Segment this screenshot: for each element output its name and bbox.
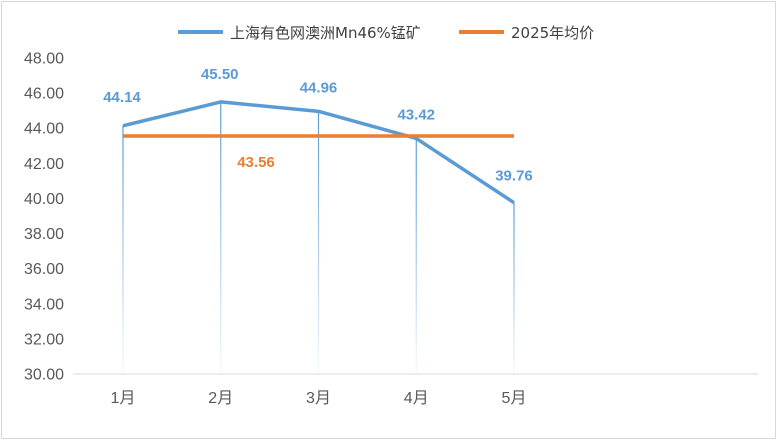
x-tick-label: 3月 <box>306 390 331 407</box>
drop-line <box>513 202 515 374</box>
data-label-average: 43.56 <box>237 154 275 171</box>
data-label-manganese: 44.96 <box>300 79 338 96</box>
x-tick-label: 1月 <box>111 390 136 407</box>
series-group <box>122 100 515 205</box>
data-label-manganese: 39.76 <box>495 168 533 185</box>
y-tick-label: 36.00 <box>24 261 64 278</box>
data-labels: 44.14 45.50 44.96 43.42 39.76 43.56 <box>103 66 533 185</box>
x-tick-label: 2月 <box>208 390 233 407</box>
legend-label-manganese: 上海有色网澳洲Mn46%锰矿 <box>230 24 421 42</box>
drop-lines <box>122 101 515 375</box>
data-label-manganese: 45.50 <box>201 66 239 83</box>
drop-line <box>122 125 124 375</box>
x-tick-label: 5月 <box>502 390 527 407</box>
x-axis: 1月 2月 3月 4月 5月 <box>73 373 758 407</box>
y-tick-label: 42.00 <box>24 156 64 173</box>
y-tick-label: 34.00 <box>24 296 64 313</box>
y-tick-label: 38.00 <box>24 226 64 243</box>
y-tick-label: 30.00 <box>24 367 64 384</box>
legend-label-average: 2025年均价 <box>511 24 594 42</box>
y-tick-label: 32.00 <box>24 331 64 348</box>
x-tick-label: 4月 <box>404 390 429 407</box>
y-tick-label: 44.00 <box>24 121 64 138</box>
legend: 上海有色网澳洲Mn46%锰矿 2025年均价 <box>178 24 594 42</box>
y-axis: 30.00 32.00 34.00 36.00 38.00 40.00 42.00 44.00… <box>24 51 64 384</box>
drop-line <box>317 111 320 374</box>
y-tick-label: 40.00 <box>24 191 64 208</box>
data-label-manganese: 43.42 <box>397 106 435 123</box>
series-line-manganese <box>122 100 515 205</box>
y-tick-label: 48.00 <box>24 51 64 68</box>
data-label-manganese: 44.14 <box>103 89 141 106</box>
drop-line <box>220 101 222 374</box>
drop-line <box>415 138 417 374</box>
y-tick-label: 46.00 <box>24 86 64 103</box>
